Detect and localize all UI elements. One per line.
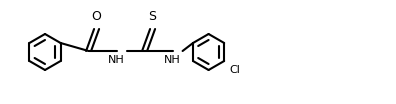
Text: Cl: Cl bbox=[229, 65, 240, 75]
Text: O: O bbox=[91, 10, 101, 23]
Text: NH: NH bbox=[164, 55, 181, 65]
Text: NH: NH bbox=[108, 55, 125, 65]
Text: S: S bbox=[148, 10, 156, 23]
